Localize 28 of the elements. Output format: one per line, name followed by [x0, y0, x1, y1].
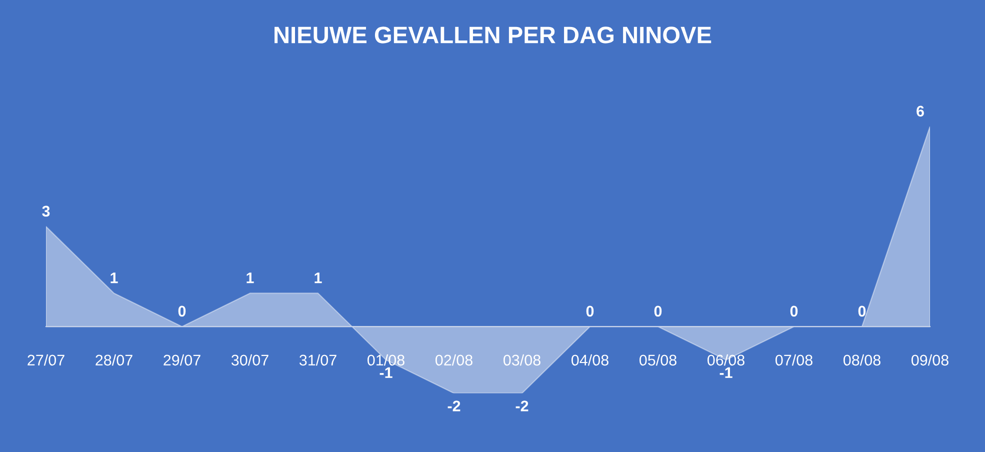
- data-label: 1: [110, 272, 118, 284]
- data-label: -2: [448, 400, 460, 412]
- x-tick-label: 28/07: [96, 354, 132, 366]
- data-label: 1: [314, 272, 322, 284]
- x-tick-label: 08/08: [843, 354, 880, 366]
- x-tick-label: 06/08: [707, 354, 744, 366]
- x-tick-label: 05/08: [639, 354, 676, 366]
- data-label: 1: [246, 272, 254, 284]
- data-label: 3: [42, 206, 50, 217]
- data-label: 0: [858, 306, 866, 317]
- x-tick-label: 30/07: [231, 354, 268, 366]
- data-label: -1: [380, 367, 392, 378]
- data-label: 0: [586, 306, 594, 317]
- data-label: 0: [790, 306, 798, 317]
- data-label: 0: [654, 306, 662, 317]
- x-tick-label: 09/08: [911, 354, 948, 366]
- data-label: 0: [178, 306, 186, 317]
- x-tick-label: 29/07: [164, 354, 200, 366]
- x-tick-label: 02/08: [435, 354, 472, 366]
- data-label: -2: [516, 400, 528, 412]
- chart-title: NIEUWE GEVALLEN PER DAG NINOVE: [274, 26, 712, 44]
- x-tick-label: 31/07: [299, 354, 336, 366]
- x-tick-label: 03/08: [503, 354, 540, 366]
- data-label: -1: [720, 367, 732, 378]
- data-label: 6: [916, 106, 924, 117]
- x-tick-label: 04/08: [571, 354, 608, 366]
- x-tick-label: 27/07: [28, 354, 64, 366]
- x-tick-label: 07/08: [775, 354, 812, 366]
